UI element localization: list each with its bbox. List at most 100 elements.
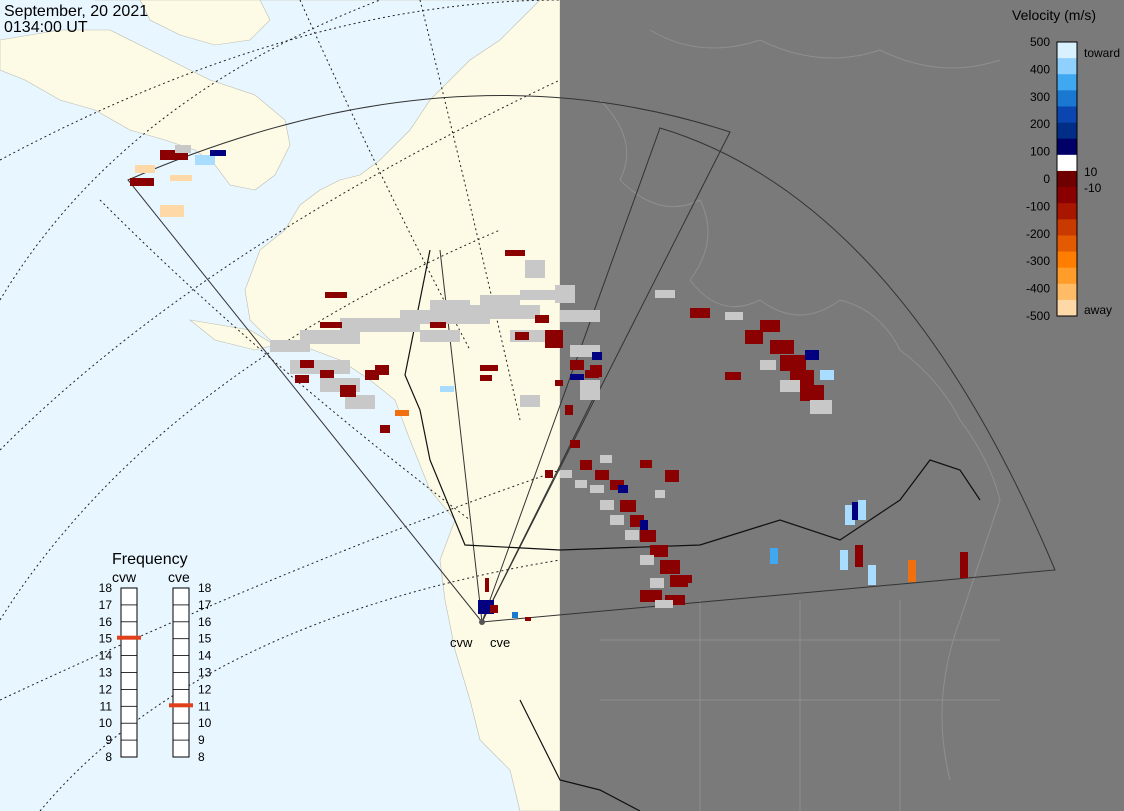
backscatter-cell: [650, 578, 664, 588]
backscatter-cell: [655, 600, 673, 608]
velocity-tick-label: 0: [1043, 172, 1050, 186]
backscatter-cell: [858, 500, 866, 520]
backscatter-cell: [745, 330, 763, 344]
velocity-legend: Velocity (m/s) 500 400 300 200 100 0 -100 -200 -…: [1012, 7, 1120, 323]
backscatter-cell: [365, 370, 379, 380]
backscatter-cell: [480, 365, 498, 371]
velocity-tick-label: -400: [1026, 282, 1050, 296]
backscatter-cell: [135, 165, 155, 173]
velocity-ticks: 500 400 300 200 100 0 -100 -200 -300 -400 -500: [1026, 35, 1050, 323]
colorbar-segment: [1057, 299, 1077, 317]
backscatter-cell: [160, 150, 188, 160]
frequency-level-right: 15: [198, 632, 212, 646]
colorbar-segment: [1057, 42, 1077, 59]
backscatter-cell: [852, 502, 860, 520]
backscatter-cell: [725, 372, 741, 380]
frequency-level-right: 10: [198, 716, 212, 730]
velocity-tick-label: 100: [1030, 145, 1050, 159]
backscatter-cell: [665, 595, 685, 605]
backscatter-cell: [130, 178, 154, 186]
backscatter-cell: [600, 500, 614, 510]
backscatter-cell: [505, 250, 525, 256]
backscatter-cell: [845, 505, 855, 525]
backscatter-cell: [665, 470, 679, 482]
frequency-marker: [169, 703, 193, 708]
backscatter-cell: [380, 425, 390, 433]
backscatter-cell: [480, 375, 492, 381]
frequency-legend: Frequency cvw cve 18 18 17 17 16 16 15 15 14 14 13…: [99, 551, 212, 764]
frequency-level-right: 8: [198, 750, 205, 764]
backscatter-cell: [855, 545, 863, 567]
frequency-legend-title: Frequency: [112, 551, 188, 568]
backscatter-cell: [430, 300, 470, 310]
backscatter-cell: [580, 380, 600, 400]
frequency-level-left: 12: [99, 682, 113, 696]
backscatter-cell: [340, 385, 356, 397]
frequency-level-left: 14: [99, 649, 113, 663]
backscatter-cell: [300, 360, 314, 368]
colorbar-segment: [1057, 138, 1077, 156]
backscatter-cell: [565, 405, 573, 415]
backscatter-cell: [555, 380, 563, 386]
backscatter-cell: [618, 485, 628, 493]
backscatter-cell: [420, 330, 460, 342]
backscatter-cell: [535, 315, 549, 323]
backscatter-cell: [175, 145, 191, 153]
backscatter-cell: [780, 355, 806, 371]
colorbar-segment: [1057, 251, 1077, 269]
backscatter-cell: [345, 395, 375, 409]
backscatter-cell: [680, 575, 692, 583]
backscatter-cell: [525, 260, 545, 278]
radar-site-cve-label: cve: [490, 635, 510, 650]
backscatter-cell: [640, 590, 662, 602]
backscatter-cell: [575, 480, 587, 488]
backscatter-cell: [395, 410, 409, 416]
colorbar-segment: [1057, 170, 1077, 188]
backscatter-cell: [660, 560, 680, 574]
velocity-colorbar: [1056, 41, 1078, 317]
backscatter-cell: [960, 552, 968, 578]
backscatter-cell: [620, 500, 636, 512]
radar-site-cvw-label: cvw: [450, 635, 473, 650]
velocity-tick-label: 500: [1030, 35, 1050, 49]
colorbar-segment: [1057, 154, 1077, 172]
toward-label: toward: [1084, 46, 1120, 60]
velocity-tick-label: 300: [1030, 90, 1050, 104]
frequency-level-right: 16: [198, 615, 212, 629]
backscatter-cell: [600, 455, 612, 463]
night-coastlines: [599, 29, 1001, 811]
backscatter-cell: [400, 310, 490, 324]
backscatter-cell: [840, 550, 848, 570]
backscatter-cell: [560, 470, 572, 478]
backscatter-cell: [640, 460, 652, 468]
colorbar-segment: [1057, 58, 1077, 75]
frequency-level-left: 13: [99, 666, 113, 680]
backscatter-cell: [770, 548, 778, 564]
frequency-level-left: 18: [99, 581, 113, 595]
backscatter-cell: [320, 370, 334, 378]
frequency-level-left: 15: [99, 632, 113, 646]
backscatter-cell: [780, 380, 800, 392]
frequency-marker: [117, 635, 141, 640]
frequency-level-right: 13: [198, 666, 212, 680]
velocity-tick-label: -100: [1026, 199, 1050, 213]
backscatter-cell: [440, 386, 454, 392]
backscatter-cell: [590, 365, 602, 377]
backscatter-cell: [320, 322, 342, 328]
backscatter-cell: [545, 470, 553, 478]
backscatter-cell: [725, 312, 743, 320]
frequency-level-right: 18: [198, 581, 212, 595]
backscatter-cell: [520, 290, 560, 300]
backscatter-cell: [590, 485, 604, 493]
frequency-level-left: 10: [99, 716, 113, 730]
away-label: away: [1084, 303, 1112, 317]
backscatter-cell: [820, 370, 834, 380]
backscatter-cell: [210, 150, 226, 156]
velocity-tick-label: -300: [1026, 254, 1050, 268]
backscatter-cell: [580, 460, 592, 470]
frequency-level-right: 17: [198, 598, 212, 612]
inner-tick-minus: -10: [1084, 181, 1102, 195]
backscatter-cell: [430, 322, 446, 328]
backscatter-cell: [800, 385, 824, 401]
